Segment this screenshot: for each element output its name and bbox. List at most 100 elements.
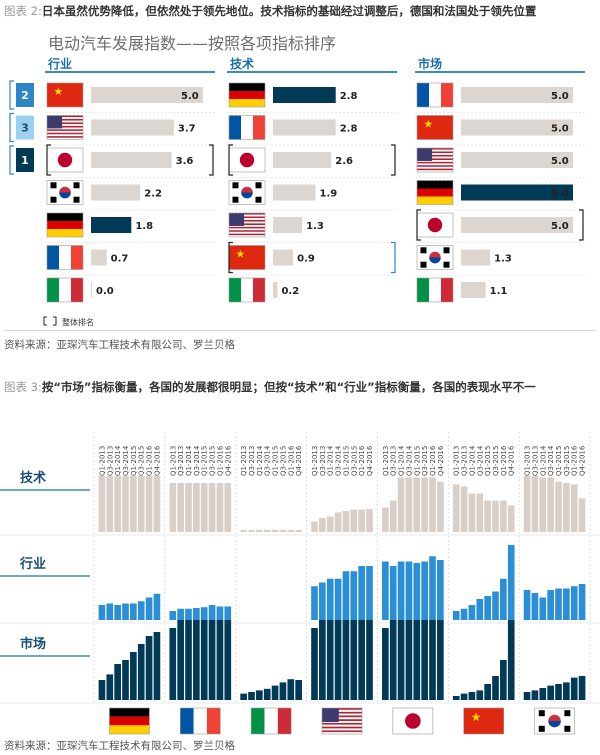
bar-市场-italy [287,679,295,700]
germany-flag-icon [228,82,266,108]
bar-行业-korea [547,590,554,620]
tick-label: Q3-2014 [547,445,555,476]
bar-行业-france [224,606,232,620]
tick-label: Q1-2013 [524,446,532,476]
figure2-title: 图表 2:日本虽然优势降低，但依然处于领先地位。技术指标的基础经过调整后，德国和… [4,4,536,18]
bar-行业-usa [334,578,342,620]
bar-技术-france [273,119,336,136]
bar-行业-usa [319,582,326,620]
value-label: 0.0 [96,286,114,297]
bar-行业-france [91,249,107,266]
tick-label: Q1-2014 [468,445,476,476]
bar-技术-usa [350,509,358,532]
bar-市场-france [177,620,184,700]
japan-flag-icon [46,147,84,173]
tick-label: Q1-2016 [571,445,579,476]
row-label: 技术 [20,470,46,486]
bar-技术-china [492,500,499,532]
bar-市场-china [452,696,460,700]
bar-行业-germany [91,217,132,233]
tick-label: Q3-2013 [177,446,185,476]
bar-市场-italy [271,685,279,700]
value-label: 5.0 [181,91,199,102]
tick-label: Q1-2016 [500,445,508,476]
tick-label: Q1-2014 [539,445,547,476]
bar-市场-italy [256,690,263,700]
figure3-title-text: 按“市场”指标衡量，各国的发展都很明显；但按“技术”和“行业”指标衡量，各国的表… [41,380,536,394]
korea-flag-icon [46,180,84,205]
china-flag-icon: ★ [228,245,266,270]
tick-label: Q1-2013 [240,446,248,476]
tick-label: Q3-2015 [279,446,287,476]
x-axis-labels: Q1-2013 Q3-2013 Q1-2014 Q3-2014 Q1-2015 Q3-20… [98,445,586,476]
bar-市场-korea [547,685,554,700]
bar-市场-korea [563,682,570,700]
figure2-number: 图表 2: [4,4,42,18]
usa-flag-icon [228,212,266,238]
bar-技术-korea [539,477,547,532]
bar-行业-korea [523,590,531,620]
bar-技术-france [208,483,216,532]
value-label: 1.3 [306,221,324,232]
value-label: 2.8 [340,124,358,135]
bar-行业-france [169,611,177,620]
bar-技术-france [200,483,208,532]
bar-市场-usa [319,620,326,700]
tick-label: Q1-2015 [484,446,492,476]
bar-市场-korea [555,684,562,700]
value-label: 5.0 [551,189,569,200]
bar-技术-france [224,483,232,532]
row-市场: 市场 [0,620,600,704]
bar-技术-usa [334,512,342,532]
tick-label: Q3-2015 [209,446,217,476]
bar-技术-china [507,505,515,532]
bar-市场-france [216,620,224,700]
tick-label: Q1-2016 [216,445,224,476]
tick-label: Q3-2014 [335,445,343,476]
bar-行业-france [177,608,184,620]
tick-label: Q3-2013 [248,446,256,476]
svg-text:★: ★ [423,118,433,131]
bar-技术-usa [319,518,326,532]
bar-市场-korea [570,677,578,700]
svg-text:★: ★ [471,710,481,724]
korea-flag-icon [228,180,266,205]
bar-行业-japan [397,561,405,620]
figure2-subtitle: 电动汽车发展指数——按照各项指标排序 [48,34,337,53]
bar-行业-germany [145,597,153,620]
bar-技术-italy [295,529,302,532]
bar-行业-china [507,545,515,620]
tick-label: Q1-2013 [382,446,390,476]
bar-技术-japan [429,477,436,532]
bar-行业-japan [421,561,428,620]
bar-行业-usa [326,578,334,620]
bar-市场-japan [421,620,428,700]
bar-行业-usa [350,571,358,620]
france-flag-icon [46,245,84,270]
bar-行业-germany [106,603,114,620]
bar-技术-france [216,483,224,532]
korea-flag-icon [534,707,575,735]
bar-技术-china [273,249,294,266]
china-flag-icon: ★ [416,115,454,140]
bar-技术-usa [273,217,303,233]
figure2-title-text: 日本虽然优势降低，但依然处于领先地位。技术指标的基础经过调整后，德国和法国处于领… [41,4,537,18]
bar-行业-japan [91,152,172,168]
value-label: 2.8 [340,91,358,102]
bar-行业-germany [130,603,137,620]
tick-label: Q3-2015 [350,446,358,476]
bar-市场-china [468,692,476,700]
bar-技术-italy [279,529,287,532]
bar-行业-korea [578,584,586,620]
tick-label: Q3-2015 [492,446,500,476]
bar-技术-usa [358,509,365,532]
bar-市场-italy [248,692,255,700]
rank-box-3: 3 [9,112,34,143]
bar-行业-china [452,611,460,620]
tick-label: Q4-2016 [579,445,587,476]
value-label: 1.3 [494,254,512,265]
bar-技术-italy [240,529,247,532]
bar-行业-korea [531,593,539,620]
rank-number: 3 [21,122,29,135]
bar-技术-germany [137,476,145,532]
